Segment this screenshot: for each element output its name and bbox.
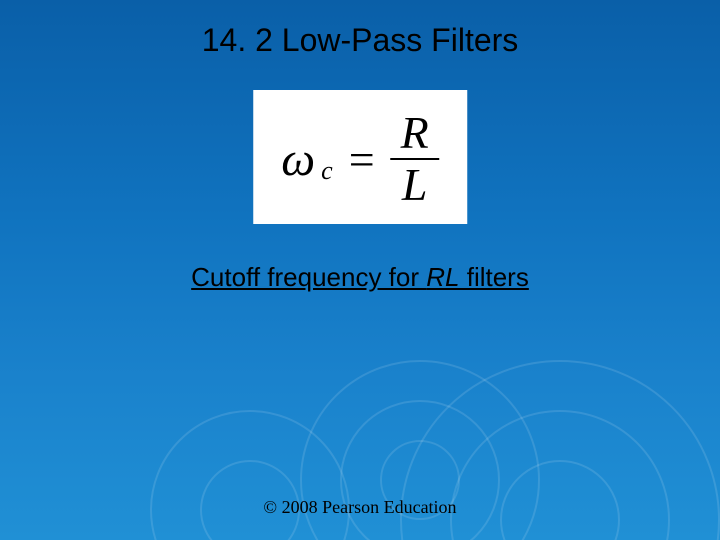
slide-title: 14. 2 Low-Pass Filters bbox=[0, 22, 720, 59]
formula-caption: Cutoff frequency for RL filters bbox=[0, 262, 720, 293]
caption-suffix: filters bbox=[460, 262, 529, 292]
denominator: L bbox=[392, 160, 438, 210]
formula-box: ωc = R L bbox=[253, 90, 467, 224]
caption-prefix: Cutoff frequency for bbox=[191, 262, 426, 292]
numerator: R bbox=[391, 108, 439, 158]
cutoff-formula: ωc = R L bbox=[281, 108, 439, 210]
caption-rl: RL bbox=[426, 262, 459, 292]
copyright-footer: © 2008 Pearson Education bbox=[0, 497, 720, 518]
fraction: R L bbox=[391, 108, 439, 210]
omega-symbol: ω bbox=[281, 132, 315, 187]
subscript-c: c bbox=[321, 156, 333, 186]
equals-sign: = bbox=[349, 133, 375, 186]
